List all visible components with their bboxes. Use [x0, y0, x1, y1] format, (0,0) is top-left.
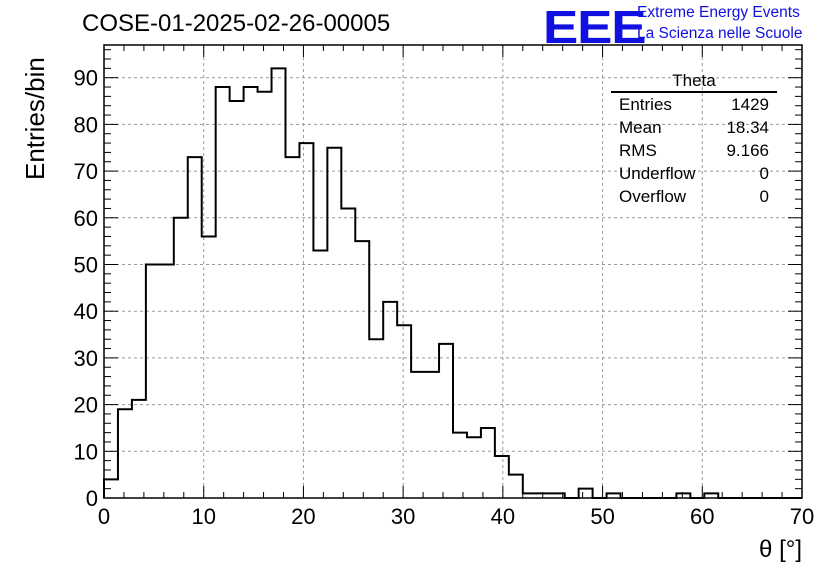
- stats-label: Overflow: [619, 187, 687, 206]
- y-tick-label: 60: [74, 206, 98, 231]
- stats-label: Mean: [619, 118, 662, 137]
- stats-row: Entries 1429: [611, 93, 777, 116]
- y-tick-label: 10: [74, 439, 98, 464]
- stats-row: Underflow 0: [611, 162, 777, 185]
- stats-value: 9.166: [726, 141, 769, 160]
- logo-line-1: Extreme Energy Events: [637, 4, 800, 21]
- stats-label: Entries: [619, 95, 672, 114]
- y-axis-label: Entries/bin: [20, 57, 50, 180]
- stats-value: 1429: [731, 95, 769, 114]
- stats-value: 0: [759, 187, 769, 206]
- x-tick-label: 40: [491, 504, 515, 529]
- stats-row: Overflow 0: [611, 185, 777, 208]
- y-tick-label: 90: [74, 66, 98, 91]
- y-tick-label: 80: [74, 112, 98, 137]
- y-tick-label: 50: [74, 252, 98, 277]
- x-tick-label: 20: [291, 504, 315, 529]
- logo-line-2: La Scienza nelle Scuole: [637, 25, 803, 42]
- chart-title: COSE-01-2025-02-26-00005: [82, 10, 391, 37]
- stats-row: RMS 9.166: [611, 139, 777, 162]
- eee-logo: EEE: [543, 1, 647, 53]
- x-tick-label: 50: [590, 504, 614, 529]
- y-tick-label: 0: [86, 486, 98, 511]
- x-tick-label: 10: [191, 504, 215, 529]
- stats-label: RMS: [619, 141, 657, 160]
- stats-title: Theta: [611, 71, 777, 93]
- y-tick-label: 30: [74, 346, 98, 371]
- x-tick-label: 70: [790, 504, 814, 529]
- y-tick-label: 70: [74, 159, 98, 184]
- x-axis-label: θ [°]: [759, 536, 802, 563]
- stats-row: Mean 18.34: [611, 116, 777, 139]
- stats-box: Theta Entries 1429 Mean 18.34 RMS 9.166 …: [611, 71, 777, 208]
- x-tick-label: 0: [98, 504, 110, 529]
- x-tick-label: 30: [391, 504, 415, 529]
- plot-frame: [103, 44, 803, 499]
- y-tick-label: 20: [74, 393, 98, 418]
- x-tick-label: 60: [690, 504, 714, 529]
- stats-value: 18.34: [726, 118, 769, 137]
- y-tick-label: 40: [74, 299, 98, 324]
- stats-value: 0: [759, 164, 769, 183]
- stats-label: Underflow: [619, 164, 696, 183]
